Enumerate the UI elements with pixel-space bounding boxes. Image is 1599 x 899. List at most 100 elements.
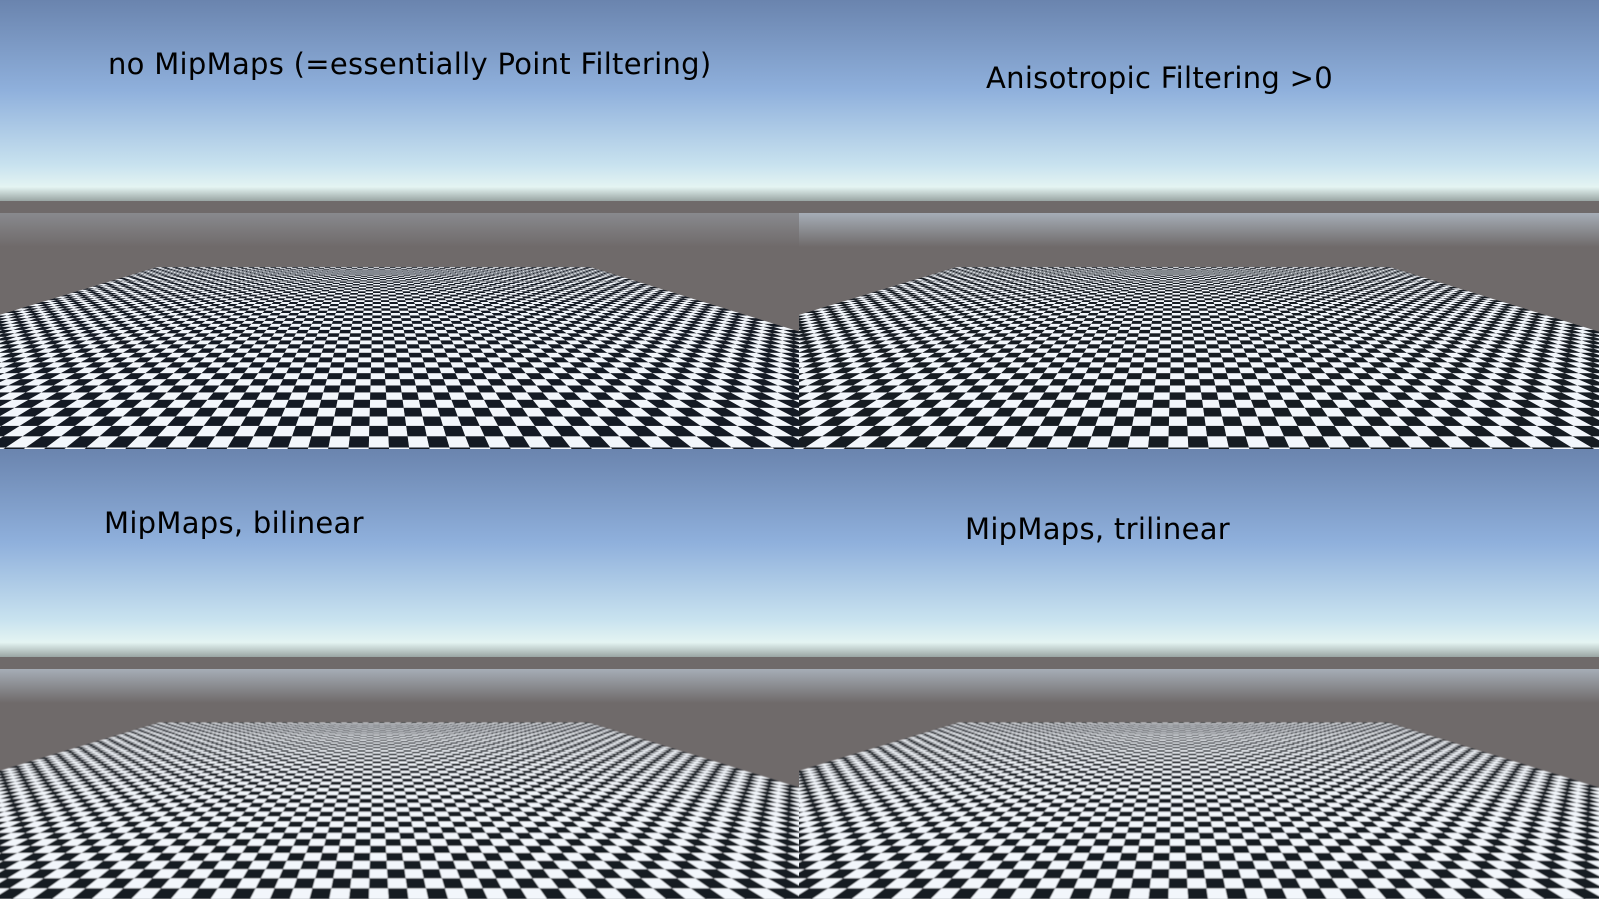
- checker-tile: [179, 306, 192, 309]
- checker-tile: [150, 296, 163, 299]
- checker-tile: [1543, 399, 1576, 408]
- checker-tile: [159, 367, 181, 374]
- checker-tile: [596, 274, 606, 276]
- checker-tile: [1020, 362, 1039, 368]
- checker-tile: [48, 298, 63, 301]
- checker-tile: [473, 313, 485, 316]
- checker-tile: [129, 379, 153, 386]
- checker-tile: [281, 320, 294, 324]
- checker-tile: [660, 336, 680, 341]
- checker-tile: [334, 279, 342, 281]
- checker-tile: [371, 329, 383, 334]
- checker-tile: [159, 284, 170, 286]
- checker-tile: [673, 323, 691, 327]
- checker-tile: [228, 315, 242, 319]
- checker-tile: [737, 373, 765, 380]
- checker-tile: [1592, 392, 1599, 396]
- checker-tile: [1468, 416, 1501, 426]
- checker-tile: [258, 267, 266, 268]
- checker-tile: [223, 282, 233, 284]
- checker-tile: [743, 352, 768, 358]
- checker-tile: [20, 320, 39, 324]
- checker-tile: [64, 373, 90, 380]
- checker-tile: [1487, 362, 1512, 368]
- checker-tile: [38, 416, 70, 426]
- checker-tile: [311, 269, 318, 271]
- checker-tile: [469, 373, 488, 380]
- checker-tile: [553, 293, 565, 295]
- checker-tile: [305, 357, 321, 363]
- checker-tile: [516, 310, 529, 313]
- checker-tile: [513, 308, 525, 311]
- checker-tile: [278, 357, 295, 363]
- checker-tile: [311, 320, 324, 324]
- checker-tile: [682, 425, 716, 437]
- checker-tile: [572, 270, 582, 272]
- checker-tile: [554, 280, 565, 282]
- checker-tile: [98, 336, 117, 341]
- checker-tile: [1578, 373, 1599, 380]
- checker-tile: [130, 416, 159, 426]
- checker-tile: [12, 392, 42, 400]
- checker-tile: [464, 270, 472, 272]
- checker-tile: [372, 308, 382, 311]
- checker-tile: [793, 340, 799, 343]
- checker-tile: [574, 308, 588, 311]
- checker-tile: [480, 348, 496, 353]
- checker-tile: [91, 313, 107, 316]
- checker-tile: [173, 289, 185, 292]
- checker-tile: [380, 294, 389, 297]
- checker-tile: [939, 407, 967, 417]
- checker-tile: [372, 304, 382, 307]
- checker-tile: [569, 271, 579, 273]
- checker-tile: [601, 357, 622, 363]
- checker-tile: [357, 294, 366, 297]
- checker-tile: [286, 275, 295, 277]
- checker-tile: [491, 281, 501, 283]
- checker-tile: [186, 284, 197, 286]
- checker-tile: [77, 289, 90, 292]
- checker-tile: [313, 340, 327, 345]
- checker-tile: [490, 296, 501, 299]
- checker-tile: [450, 286, 459, 289]
- checker-tile: [1421, 362, 1443, 368]
- checker-tile: [86, 436, 119, 448]
- checker-tile: [427, 274, 435, 276]
- checker-tile: [532, 352, 551, 358]
- checker-tile: [313, 267, 320, 268]
- checker-tile: [490, 320, 503, 324]
- checker-tile: [152, 284, 163, 286]
- checker-tile: [514, 269, 522, 271]
- checker-tile: [281, 270, 289, 272]
- checker-tile: [881, 399, 910, 408]
- checker-tile: [410, 318, 422, 321]
- checker-tile: [742, 407, 776, 417]
- checker-tile: [623, 288, 635, 290]
- checker-tile: [426, 436, 450, 448]
- checker-tile: [173, 284, 183, 286]
- checker-tile: [193, 275, 203, 277]
- checker-tile: [488, 407, 511, 417]
- checker-tile: [558, 271, 567, 273]
- checker-tile: [670, 326, 689, 330]
- checker-tile: [635, 329, 654, 334]
- checker-tile: [389, 300, 398, 302]
- checker-tile: [681, 315, 699, 319]
- checker-tile: [206, 288, 217, 290]
- checker-tile: [545, 285, 556, 287]
- checker-tile: [29, 336, 50, 341]
- checker-tile: [217, 270, 226, 272]
- checker-tile: [659, 318, 677, 321]
- checker-tile: [473, 357, 490, 363]
- checker-tile: [223, 273, 232, 275]
- checker-tile: [1263, 392, 1284, 400]
- checker-tile: [546, 293, 557, 295]
- checker-tile: [613, 323, 630, 327]
- checker-tile: [657, 352, 679, 358]
- checker-tile: [611, 286, 623, 289]
- checker-tile: [1249, 362, 1266, 368]
- checker-tile: [176, 425, 204, 437]
- checker-tile: [246, 285, 256, 287]
- checker-tile: [200, 304, 213, 307]
- checker-tile: [217, 282, 227, 284]
